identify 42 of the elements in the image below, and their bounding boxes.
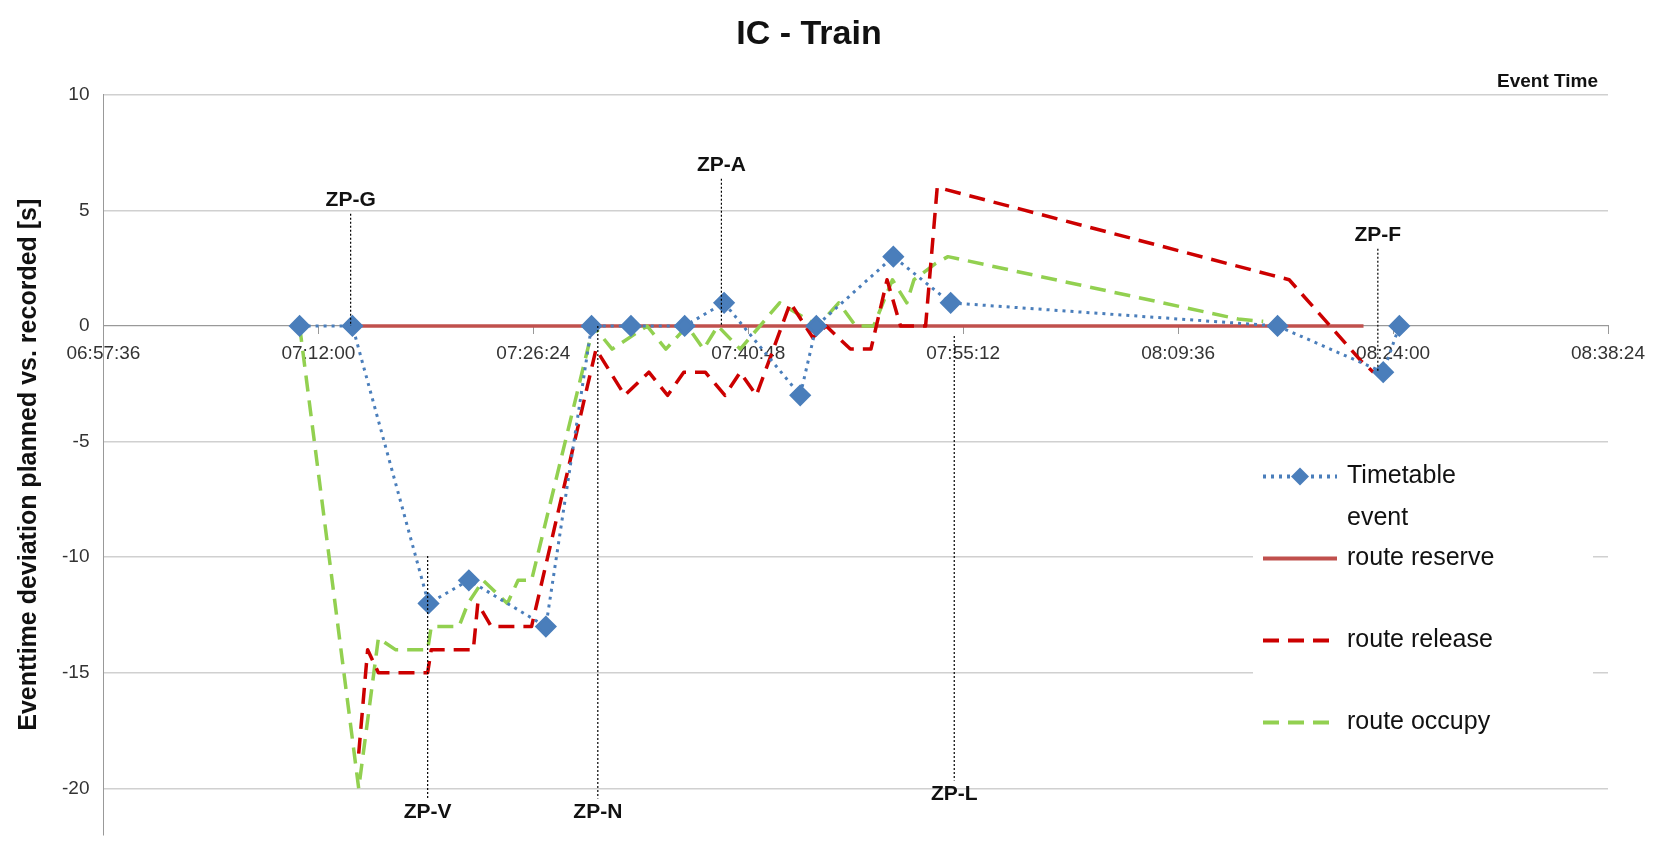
ref-line-label: ZP-A (696, 151, 746, 175)
y-tick-label: -15 (61, 661, 90, 682)
y-axis-title: Eventtime deviation planned vs. recorded [s] (12, 198, 41, 731)
y-tick-label: 0 (78, 314, 90, 336)
point (940, 292, 962, 314)
x-axis-title: Event Time (1496, 69, 1598, 91)
point (674, 315, 696, 337)
ref-line-label: ZP-G (325, 186, 376, 210)
x-tick-label: 07:26:24 (496, 341, 571, 363)
point (458, 569, 480, 591)
chart-title: IC - Train (736, 12, 882, 51)
x-tick-label: 07:55:12 (926, 341, 1001, 363)
point (581, 315, 603, 337)
x-tick-label: 08:24:00 (1356, 341, 1431, 363)
point (713, 292, 735, 314)
point (1267, 315, 1289, 337)
x-tick-label: 07:12:00 (281, 341, 356, 363)
point (418, 592, 440, 614)
ref-line-label: ZP-V (403, 799, 452, 823)
point (789, 384, 811, 406)
point (620, 315, 642, 337)
legend-label: route release (1347, 624, 1493, 653)
point (882, 246, 904, 268)
point (805, 315, 827, 337)
ref-line-label: ZP-N (573, 799, 623, 823)
x-tick-label: 06:57:36 (66, 341, 141, 363)
point (535, 616, 557, 638)
y-tick-label: 10 (68, 83, 90, 105)
ref-line-label: ZP-F (1354, 221, 1402, 245)
y-tick-label: 5 (78, 198, 90, 220)
x-tick-label: 08:09:36 (1141, 341, 1216, 363)
legend-label: route occupy (1347, 706, 1491, 735)
point (289, 315, 311, 337)
point (341, 315, 363, 337)
y-tick-label: -5 (72, 429, 90, 451)
y-tick-label: -20 (61, 776, 90, 798)
legend-label: route reserve (1347, 542, 1495, 571)
point (1372, 361, 1394, 383)
y-tick-label: -10 (61, 545, 90, 567)
x-tick-label: 08:38:24 (1571, 341, 1646, 363)
point (1388, 315, 1410, 337)
ref-line-label: ZP-L (930, 781, 978, 805)
